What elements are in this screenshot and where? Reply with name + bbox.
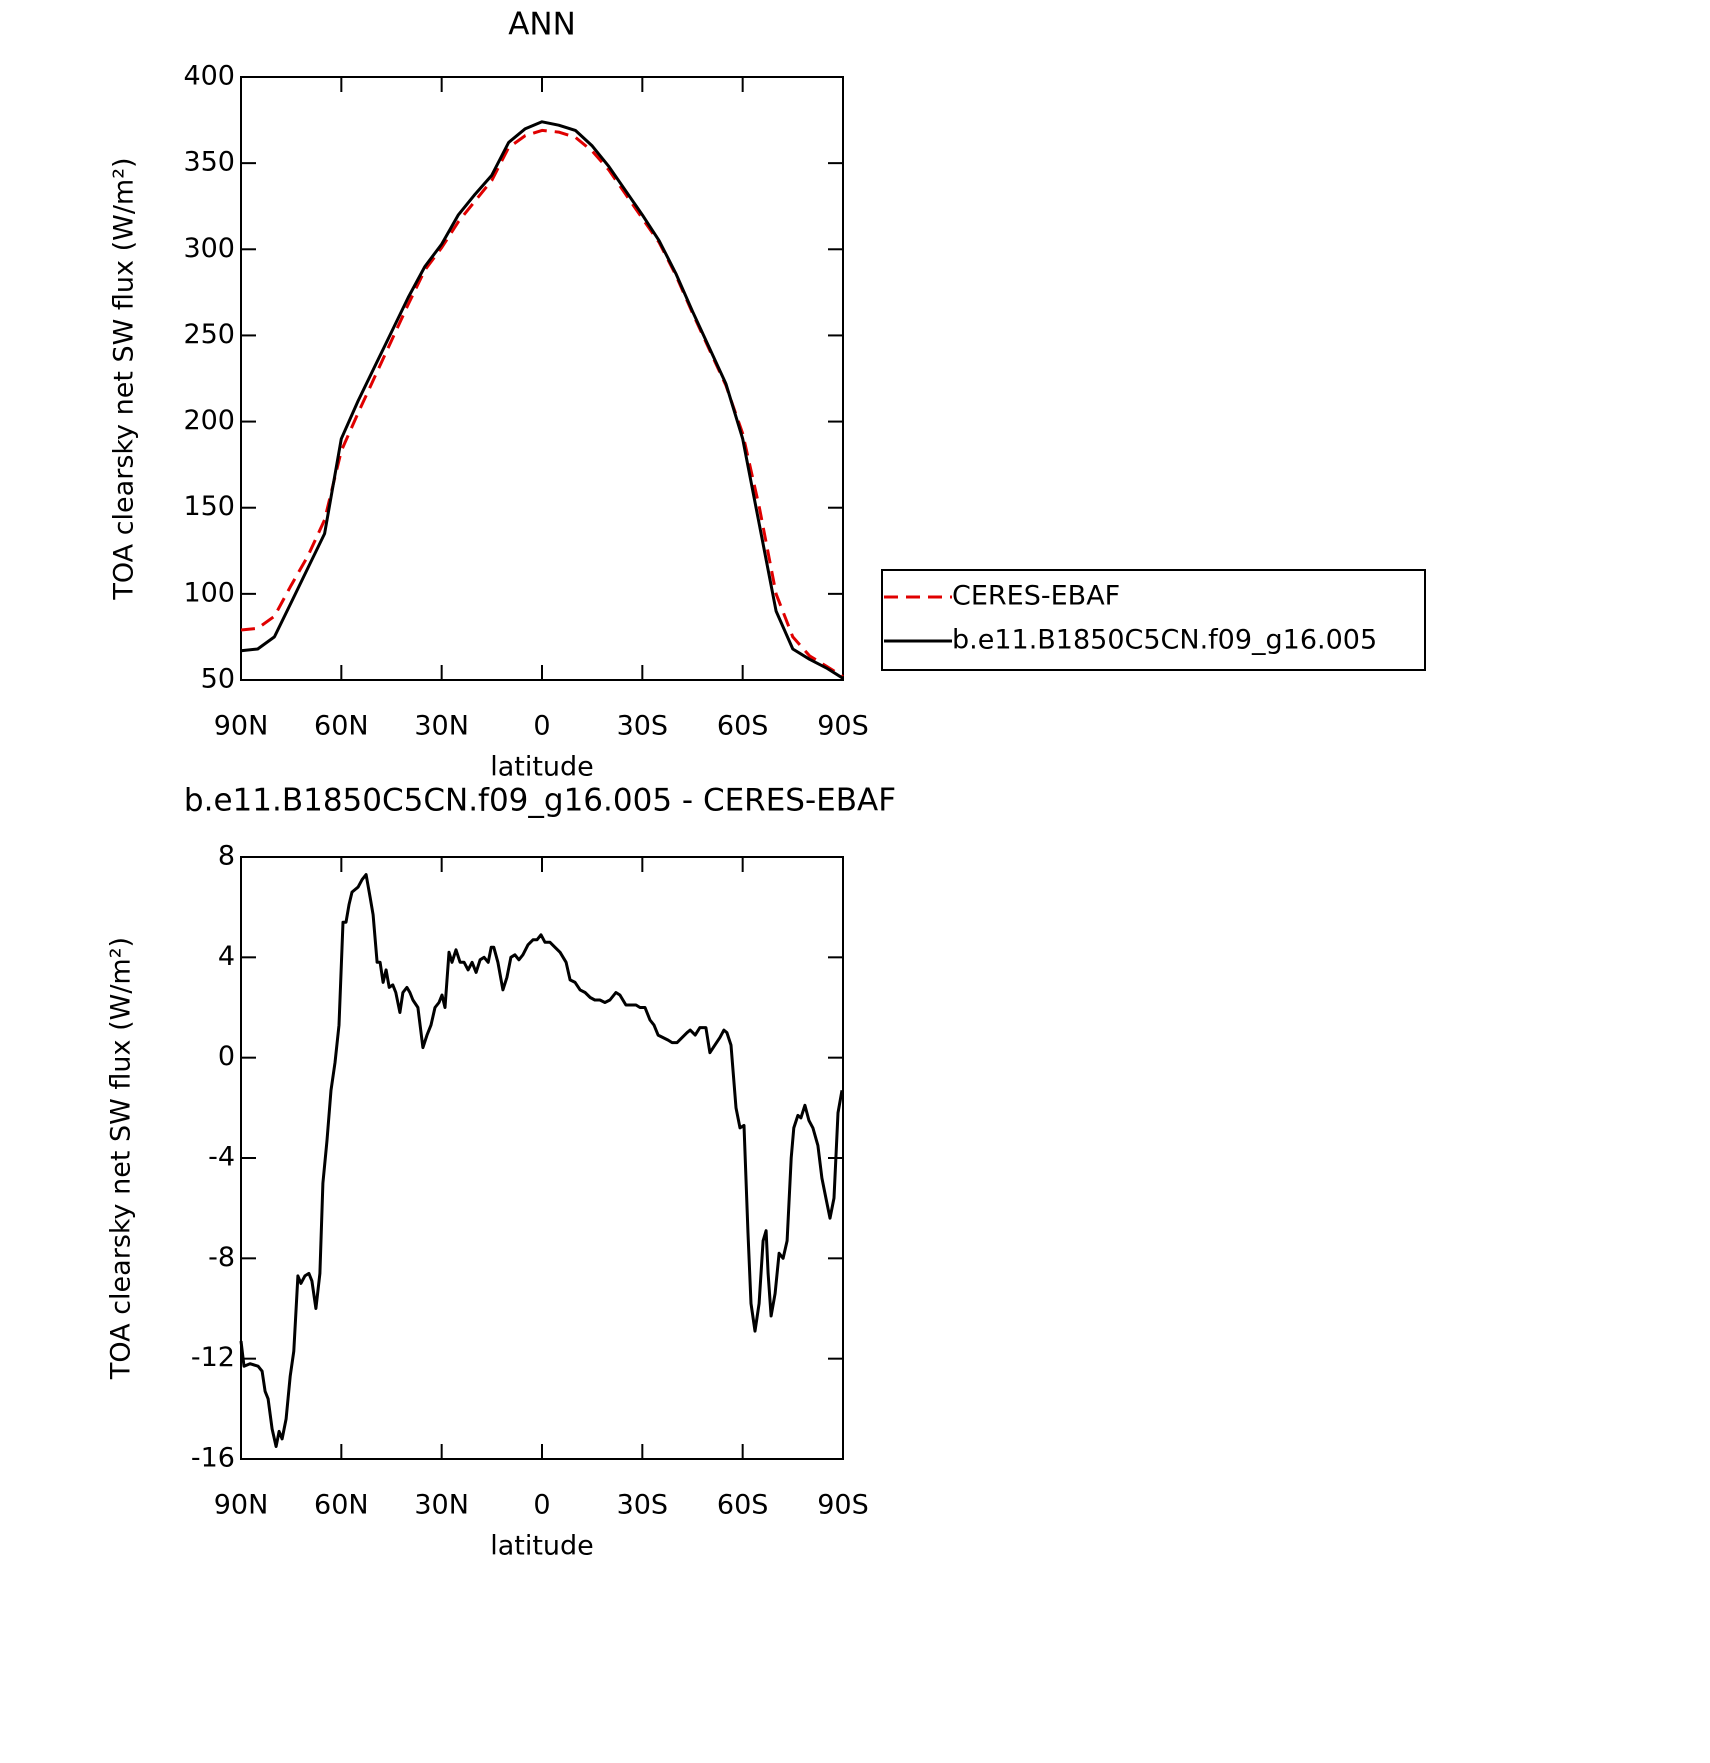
data-line [240,128,844,678]
y-tick-label: -16 [191,1443,235,1474]
legend-label: b.e11.B1850C5CN.f09_g16.005 [952,625,1377,656]
y-tick-label: -4 [208,1142,235,1173]
y-tick-label: 350 [183,147,235,178]
x-tick-label: 30N [414,1490,469,1521]
data-line [239,873,844,1448]
y-tick-label: 150 [183,491,235,522]
y-tick-label: 200 [183,405,235,436]
x-tick-label: 60S [717,711,769,742]
x-tick-label: 60S [717,1490,769,1521]
x-axis-label: latitude [490,1531,594,1562]
y-tick-label: 4 [218,941,235,972]
x-tick-label: 60N [314,1490,369,1521]
x-tick-label: 30S [617,1490,669,1521]
legend-label: CERES-EBAF [952,581,1120,612]
x-tick-label: 0 [533,1490,550,1521]
x-tick-label: 90S [817,1490,869,1521]
plot-frame [240,76,844,681]
x-tick-label: 90N [214,1490,269,1521]
y-axis-label: TOA clearsky net SW flux (W/m²) [109,157,140,600]
y-tick-label: 250 [183,319,235,350]
x-tick-label: 90N [214,711,269,742]
y-axis-label: TOA clearsky net SW flux (W/m²) [106,937,137,1380]
y-tick-label: 300 [183,233,235,264]
x-tick-label: 0 [533,711,550,742]
chart-title: b.e11.B1850C5CN.f09_g16.005 - CERES-EBAF [184,783,896,819]
chart-title: ANN [508,7,576,43]
legend: CERES-EBAF b.e11.B1850C5CN.f09_g16.005 [881,569,1426,671]
x-tick-label: 30N [414,711,469,742]
legend-box [881,569,1426,671]
plot-frame [240,856,844,1460]
x-tick-label: 30S [617,711,669,742]
y-tick-label: 50 [201,664,235,695]
x-axis-label: latitude [490,752,594,783]
y-tick-label: 100 [183,577,235,608]
y-tick-label: 0 [218,1041,235,1072]
data-line [240,120,844,680]
y-tick-label: -12 [191,1342,235,1373]
x-tick-label: 60N [314,711,369,742]
y-tick-label: 8 [218,841,235,872]
y-tick-label: 400 [183,61,235,92]
y-tick-label: -8 [208,1242,235,1273]
x-tick-label: 90S [817,711,869,742]
